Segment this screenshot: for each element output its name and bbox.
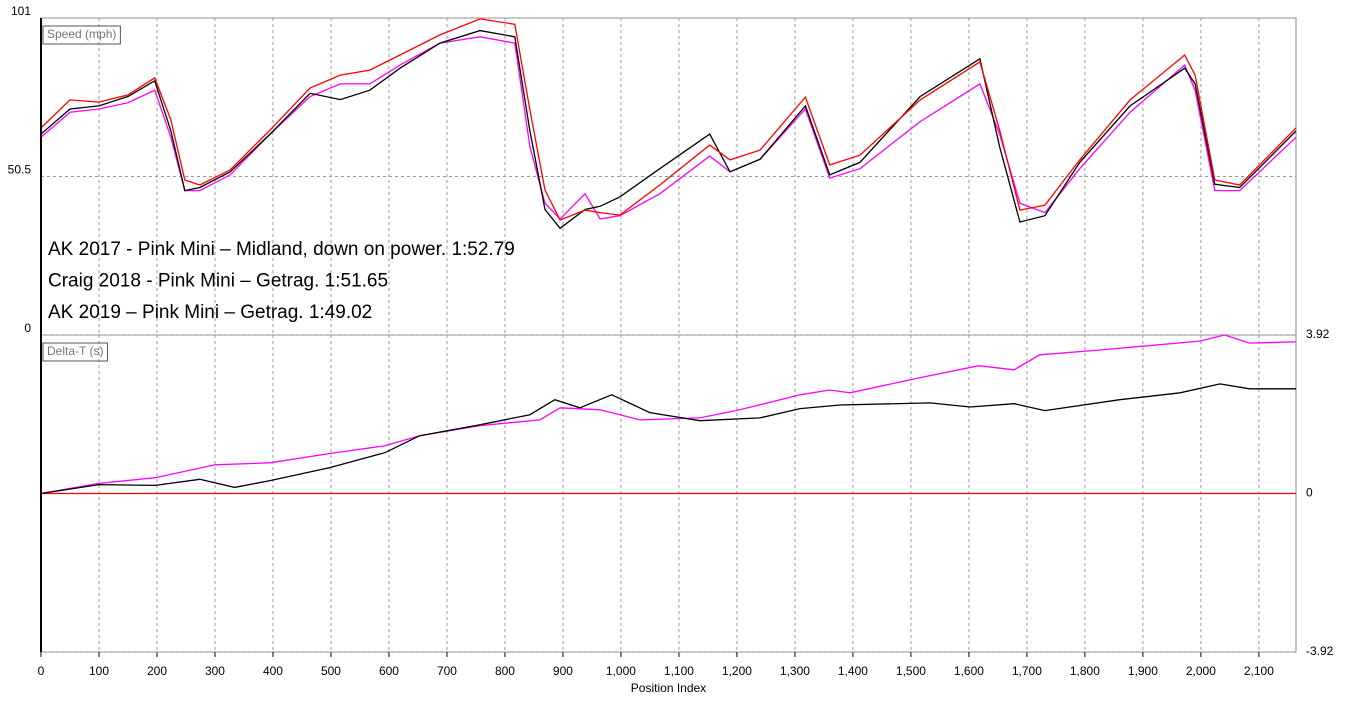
y-tick-label: 3.92	[1306, 327, 1330, 341]
x-tick-label: 2,100	[1244, 664, 1274, 678]
y-tick-label: -3.92	[1306, 644, 1334, 658]
x-tick-label: 1,900	[1128, 664, 1158, 678]
x-tick-label: 600	[379, 664, 399, 678]
y-tick-label: 0	[24, 321, 31, 335]
x-tick-label: 1,700	[1012, 664, 1042, 678]
x-axis-label: Position Index	[631, 681, 706, 695]
x-tick-label: 1,100	[664, 664, 694, 678]
x-tick-label: 400	[263, 664, 283, 678]
x-tick-label: 700	[437, 664, 457, 678]
x-tick-label: 800	[495, 664, 515, 678]
panel-label: Speed (mph)	[47, 27, 116, 41]
y-tick-label: 101	[11, 4, 31, 18]
panel-label-box	[42, 342, 108, 362]
y-tick-label: 0	[1306, 486, 1313, 500]
x-tick-label: 500	[321, 664, 341, 678]
series-line	[40, 18, 1297, 221]
x-tick-label: 1,800	[1070, 664, 1100, 678]
x-tick-label: 300	[205, 664, 225, 678]
series-line	[40, 36, 1297, 220]
panel-label: Delta-T (s)	[47, 344, 103, 358]
x-tick-label: 1,300	[780, 664, 810, 678]
x-tick-label: 2,000	[1186, 664, 1216, 678]
series-line	[40, 334, 1297, 495]
series-line	[40, 383, 1296, 495]
x-tick-label: 100	[89, 664, 109, 678]
x-tick-label: 1,200	[722, 664, 752, 678]
x-tick-label: 900	[553, 664, 573, 678]
series-line	[40, 29, 1297, 230]
annotation: AK 2019 – Pink Mini – Getrag. 1:49.02	[48, 302, 372, 323]
x-tick-label: 1,600	[954, 664, 984, 678]
x-tick-label: 0	[38, 664, 45, 678]
x-tick-label: 1,000	[606, 664, 636, 678]
y-tick-label: 50.5	[8, 163, 32, 177]
x-tick-label: 1,400	[838, 664, 868, 678]
panel-label-box	[42, 25, 121, 45]
x-tick-label: 1,500	[896, 664, 926, 678]
annotation: Craig 2018 - Pink Mini – Getrag. 1:51.65	[48, 271, 388, 292]
x-tick-label: 200	[147, 664, 167, 678]
annotation: AK 2017 - Pink Mini – Midland, down on p…	[48, 239, 515, 260]
